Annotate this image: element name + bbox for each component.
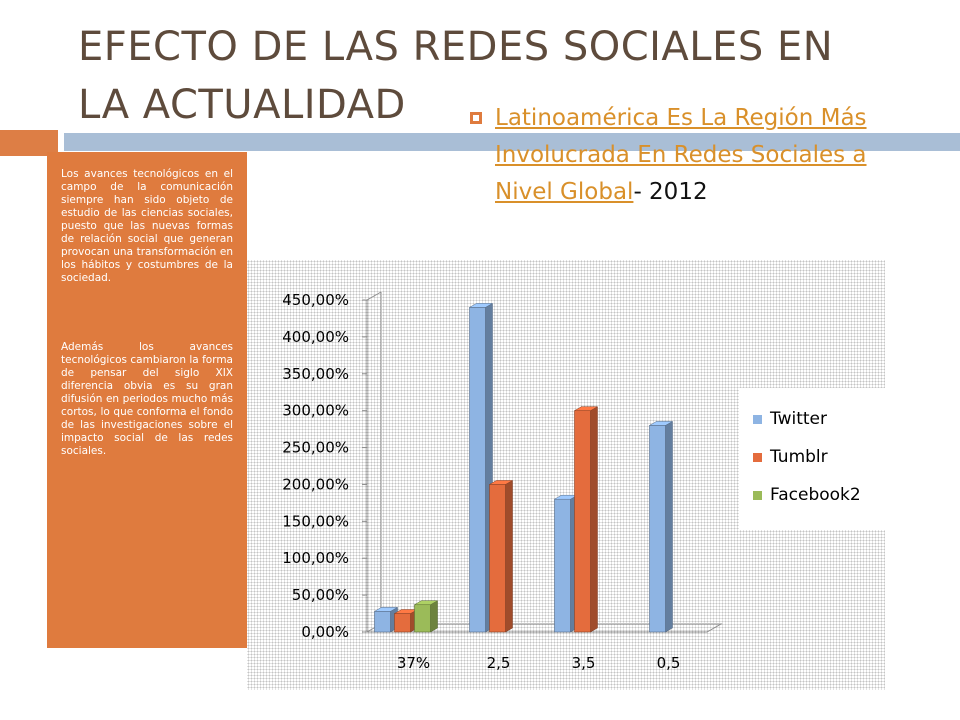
legend-item-tumblr: Tumblr xyxy=(753,438,885,476)
description-paragraph-2: Además los avances tecnológicos cambiaro… xyxy=(61,341,233,457)
square-bullet-icon xyxy=(470,112,482,124)
y-tick-label: 400,00% xyxy=(282,328,349,346)
bar-twitter xyxy=(469,307,486,633)
bar-twitter xyxy=(374,611,391,633)
slide-title: EFECTO DE LAS REDES SOCIALES EN LA ACTUA… xyxy=(78,24,834,128)
bar-top-tumblr xyxy=(573,406,599,411)
y-axis-top-line xyxy=(366,291,382,301)
x-tick-label: 0,5 xyxy=(657,654,681,672)
x-tick-label: 37% xyxy=(397,654,430,672)
bar-top-tumblr xyxy=(488,480,514,485)
bullet-text: Latinoamérica Es La Región Más Involucra… xyxy=(495,100,880,211)
bar-side-facebook2 xyxy=(430,600,438,633)
description-paragraph-1: Los avances tecnológicos en el campo de … xyxy=(61,168,233,284)
title-rule-accent xyxy=(0,130,58,156)
y-tick-label: 150,00% xyxy=(282,512,349,530)
bar-side-tumblr xyxy=(505,480,513,633)
legend-item-facebook2: Facebook2 xyxy=(753,476,885,514)
bar-top-facebook2 xyxy=(413,600,439,605)
bar-twitter xyxy=(649,425,666,633)
y-tick-label: 100,00% xyxy=(282,549,349,567)
title-rule-bar xyxy=(64,133,960,151)
legend-swatch-twitter xyxy=(753,414,762,424)
bar-tumblr xyxy=(394,613,411,633)
y-tick-label: 250,00% xyxy=(282,439,349,457)
legend-label-twitter: Twitter xyxy=(770,409,827,429)
x-tick-label: 3,5 xyxy=(572,654,596,672)
y-tick-label: 300,00% xyxy=(282,402,349,420)
y-tick-label: 0,00% xyxy=(301,623,349,641)
chart-legend: Twitter Tumblr Facebook2 xyxy=(739,388,885,530)
y-tick-label: 200,00% xyxy=(282,475,349,493)
description-textbox: Los avances tecnológicos en el campo de … xyxy=(47,152,247,648)
bar-top-twitter xyxy=(373,607,399,612)
bar-top-twitter xyxy=(468,303,494,308)
legend-swatch-facebook2 xyxy=(753,490,762,500)
legend-label-tumblr: Tumblr xyxy=(770,447,828,467)
chart-area: 0,00% 50,00% 100,00% 150,00% 200,00% 250,00% 3… xyxy=(247,260,885,690)
bar-side-twitter xyxy=(665,420,673,633)
y-tick-label: 450,00% xyxy=(282,291,349,309)
bar-side-tumblr xyxy=(590,406,598,633)
bar-tumblr xyxy=(489,484,506,633)
legend-swatch-tumblr xyxy=(753,452,762,462)
bar-top-twitter xyxy=(648,421,674,426)
legend-label-facebook2: Facebook2 xyxy=(770,485,861,505)
y-tick-label: 50,00% xyxy=(292,586,349,604)
x-tick-label: 2,5 xyxy=(487,654,511,672)
legend-item-twitter: Twitter xyxy=(753,400,885,438)
bar-twitter xyxy=(554,498,571,633)
bar-tumblr xyxy=(574,410,591,633)
region-link[interactable]: Latinoamérica Es La Región Más Involucra… xyxy=(495,105,867,205)
bar-facebook2 xyxy=(414,604,431,633)
bar-chart: 0,00% 50,00% 100,00% 150,00% 200,00% 250,00% 3… xyxy=(282,291,723,672)
bullet-year: - 2012 xyxy=(633,179,708,205)
y-tick-label: 350,00% xyxy=(282,365,349,383)
